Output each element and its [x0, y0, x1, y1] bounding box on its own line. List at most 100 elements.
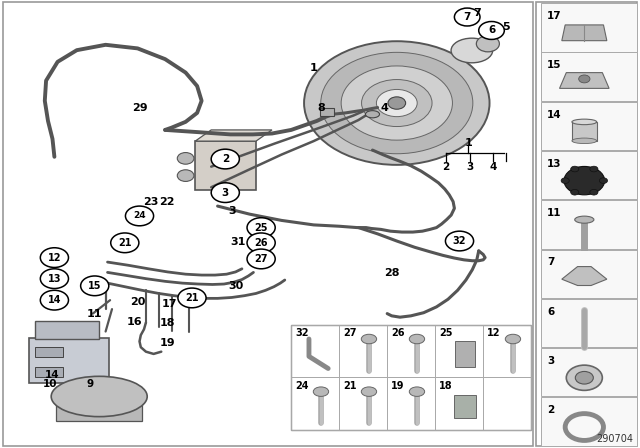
Text: 20: 20: [130, 297, 145, 307]
Ellipse shape: [575, 216, 594, 223]
Bar: [56, 396, 143, 421]
Text: 25: 25: [439, 328, 452, 338]
Text: 3: 3: [228, 206, 236, 215]
Circle shape: [211, 149, 239, 169]
Bar: [35, 367, 63, 376]
Text: 6: 6: [488, 26, 495, 35]
Bar: [483, 325, 531, 377]
Text: 3: 3: [466, 162, 474, 172]
Bar: [541, 102, 637, 150]
Bar: [541, 3, 637, 52]
Bar: [291, 377, 339, 430]
Bar: [291, 325, 339, 377]
Bar: [541, 200, 637, 249]
Polygon shape: [562, 267, 607, 285]
Text: 14: 14: [547, 110, 562, 120]
Text: 14: 14: [47, 295, 61, 305]
Circle shape: [590, 166, 598, 172]
Text: 4: 4: [489, 162, 497, 172]
Bar: [435, 325, 483, 377]
Text: 9: 9: [86, 379, 93, 389]
Circle shape: [476, 36, 499, 52]
Ellipse shape: [362, 387, 377, 396]
Text: 2: 2: [442, 162, 450, 172]
Circle shape: [571, 166, 579, 172]
Text: 14: 14: [45, 370, 60, 380]
Bar: [291, 325, 531, 430]
Text: 2: 2: [547, 405, 554, 415]
Circle shape: [566, 365, 602, 390]
Text: 25: 25: [254, 223, 268, 233]
Bar: [35, 347, 63, 357]
Polygon shape: [559, 73, 609, 88]
Ellipse shape: [410, 334, 425, 344]
Text: 32: 32: [452, 236, 467, 246]
Text: 21: 21: [343, 381, 356, 391]
Bar: [541, 348, 637, 396]
Bar: [29, 338, 109, 383]
Ellipse shape: [304, 41, 490, 165]
Bar: [339, 377, 387, 430]
Text: 31: 31: [230, 237, 246, 247]
Text: 15: 15: [547, 60, 562, 70]
Bar: [541, 250, 637, 298]
Text: 3: 3: [221, 188, 229, 198]
Text: 1: 1: [310, 63, 317, 73]
Circle shape: [177, 152, 194, 164]
Ellipse shape: [362, 334, 377, 344]
Text: 7: 7: [473, 8, 481, 17]
Text: 27: 27: [343, 328, 356, 338]
Text: 24: 24: [133, 211, 146, 220]
Bar: [536, 2, 637, 446]
Ellipse shape: [362, 80, 432, 126]
Text: 13: 13: [547, 159, 562, 169]
Bar: [387, 325, 435, 377]
Text: 30: 30: [228, 281, 243, 291]
Text: 15: 15: [88, 281, 102, 291]
Bar: [454, 395, 476, 418]
Circle shape: [454, 8, 480, 26]
Circle shape: [40, 248, 68, 267]
Bar: [195, 141, 256, 190]
Ellipse shape: [410, 387, 425, 396]
Circle shape: [247, 233, 275, 253]
Text: 19: 19: [391, 381, 404, 391]
Text: 1: 1: [465, 138, 472, 148]
Text: 4: 4: [380, 103, 388, 113]
Text: 2: 2: [221, 154, 229, 164]
Circle shape: [445, 231, 474, 251]
Circle shape: [479, 22, 504, 39]
Text: 13: 13: [47, 274, 61, 284]
Text: 26: 26: [391, 328, 404, 338]
Text: 17: 17: [162, 299, 177, 309]
Text: 22: 22: [159, 198, 174, 207]
Bar: [541, 151, 637, 199]
Bar: [387, 377, 435, 430]
Text: 26: 26: [254, 238, 268, 248]
Polygon shape: [195, 130, 272, 141]
Text: 17: 17: [547, 11, 562, 21]
Circle shape: [111, 233, 139, 253]
Bar: [483, 377, 531, 430]
Circle shape: [247, 218, 275, 237]
Bar: [320, 108, 334, 116]
Text: 7: 7: [547, 258, 555, 267]
Circle shape: [81, 276, 109, 296]
Text: 21: 21: [118, 238, 132, 248]
Circle shape: [571, 190, 579, 195]
Circle shape: [177, 170, 194, 181]
Ellipse shape: [321, 52, 473, 154]
Text: 10: 10: [43, 379, 57, 389]
Text: 2: 2: [221, 159, 230, 172]
Ellipse shape: [341, 66, 452, 140]
Text: 6: 6: [547, 307, 554, 317]
Text: 11: 11: [547, 208, 562, 218]
Text: 5: 5: [502, 22, 509, 32]
Bar: [339, 325, 387, 377]
Circle shape: [388, 97, 406, 109]
Text: 16: 16: [127, 317, 142, 327]
Bar: [3, 2, 533, 446]
Ellipse shape: [365, 111, 380, 118]
Circle shape: [600, 178, 607, 184]
Ellipse shape: [506, 334, 521, 344]
